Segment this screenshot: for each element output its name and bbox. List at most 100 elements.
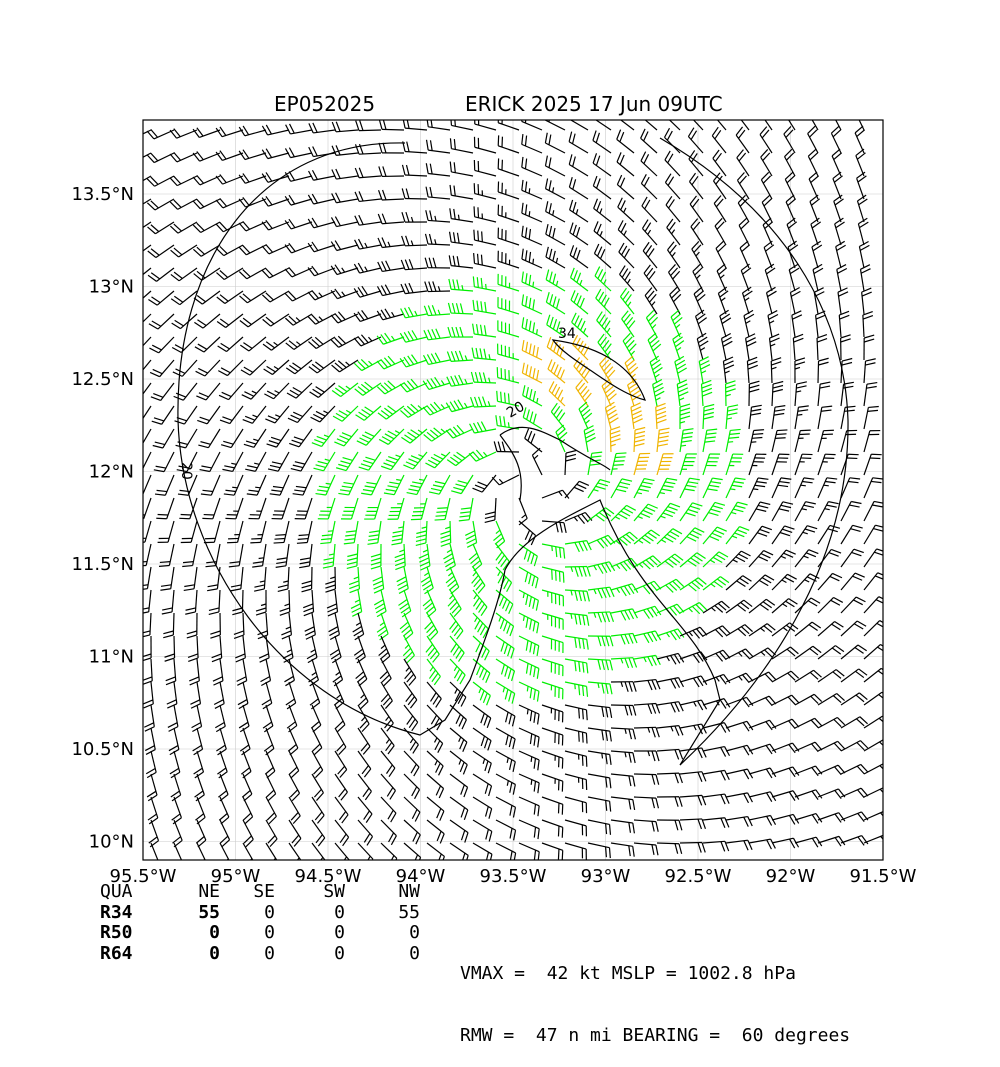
wind-barb [354, 286, 381, 297]
wind-barb [381, 728, 394, 754]
wind-barb [239, 174, 266, 184]
wind-barb [222, 452, 243, 471]
wind-barb [519, 751, 539, 770]
wind-barb [760, 127, 772, 153]
wind-barb [519, 820, 539, 839]
wind-barb [605, 402, 618, 429]
wind-barb [565, 541, 591, 552]
wind-barb [795, 766, 822, 776]
wind-barb [657, 579, 684, 592]
wind-barb [565, 751, 587, 767]
wind-barb [242, 774, 252, 801]
wind-barb [381, 705, 393, 731]
wind-barb [426, 163, 450, 176]
wind-barb [772, 550, 796, 567]
wind-barb [189, 659, 199, 685]
wind-barb [542, 521, 566, 533]
wind-barb [126, 314, 151, 329]
wind-barb [588, 480, 610, 498]
wind-barb [588, 728, 611, 741]
wind-barb [474, 206, 496, 222]
wind-barb [402, 236, 427, 246]
wind-barb [240, 314, 266, 327]
wind-barb [864, 573, 887, 590]
wind-barb [184, 567, 197, 590]
wind-barb [244, 429, 266, 447]
wind-barb [657, 749, 683, 759]
wind-barb [450, 751, 467, 774]
wind-barb [381, 452, 404, 470]
wind-barb [620, 288, 634, 314]
wind-barb [493, 521, 504, 548]
wind-barb [242, 383, 266, 399]
wind-barb [795, 526, 817, 544]
wind-barb [381, 843, 397, 868]
wind-barb [318, 498, 335, 519]
wind-barb [286, 124, 312, 134]
wind-barb [473, 659, 490, 683]
wind-barb [793, 334, 803, 360]
wind-barb [272, 498, 289, 519]
wind-barb [764, 241, 774, 268]
wind-barb [736, 104, 749, 130]
wind-barb [859, 241, 869, 268]
wind-barb [703, 699, 730, 709]
wind-barb [617, 175, 634, 199]
wind-barb [353, 613, 364, 640]
wind-barb [450, 185, 473, 199]
wind-barb [498, 135, 519, 153]
wind-barb [496, 682, 515, 704]
wind-barb [427, 774, 444, 798]
wind-barb [496, 751, 515, 772]
wind-barb [289, 820, 301, 846]
wind-barb [335, 751, 347, 777]
wind-barb [219, 383, 243, 400]
cell-ne: 0 [180, 923, 220, 944]
wind-barb [768, 311, 778, 337]
wind-barb [381, 774, 395, 799]
wind-barb [193, 175, 220, 185]
wind-barb [450, 659, 465, 684]
wind-barb [496, 613, 514, 636]
wind-barb [395, 544, 405, 570]
wind-barb [565, 590, 589, 601]
wind-barb [522, 180, 542, 199]
wind-barb [192, 705, 202, 732]
wind-barb [772, 647, 798, 659]
wind-barb [190, 682, 200, 708]
wind-barb [634, 751, 659, 761]
wind-barb [285, 267, 312, 277]
wind-barb [690, 196, 703, 222]
wind-barb [832, 149, 842, 176]
wind-barb [404, 682, 417, 708]
wind-barb [772, 695, 799, 705]
wind-barb [172, 314, 197, 329]
wind-barb [864, 621, 889, 636]
lon-tick-label: 91.5°W [850, 866, 917, 887]
wind-barb [404, 820, 420, 844]
wind-barb [426, 210, 450, 222]
wind-barb [264, 728, 274, 755]
wind-barb [785, 149, 795, 176]
wind-barb [158, 521, 174, 542]
wind-barb [355, 239, 381, 249]
wind-barb [542, 728, 563, 746]
wind-barb [287, 705, 297, 732]
wind-barb [221, 429, 243, 448]
wind-barb [565, 481, 589, 498]
wind-barb [197, 843, 207, 870]
wind-barb [622, 311, 635, 337]
wind-barb [611, 609, 637, 621]
wind-barb [379, 143, 404, 153]
wind-barb [149, 820, 159, 847]
wind-barb [593, 153, 611, 176]
wind-barb [787, 218, 797, 245]
lat-tick-label: 12°N [89, 462, 134, 483]
wind-barb [216, 174, 243, 184]
wind-barb [597, 312, 611, 337]
wind-barb [749, 792, 776, 802]
wind-barb [402, 212, 427, 222]
wind-barb [594, 199, 611, 222]
wind-barb [309, 659, 319, 686]
